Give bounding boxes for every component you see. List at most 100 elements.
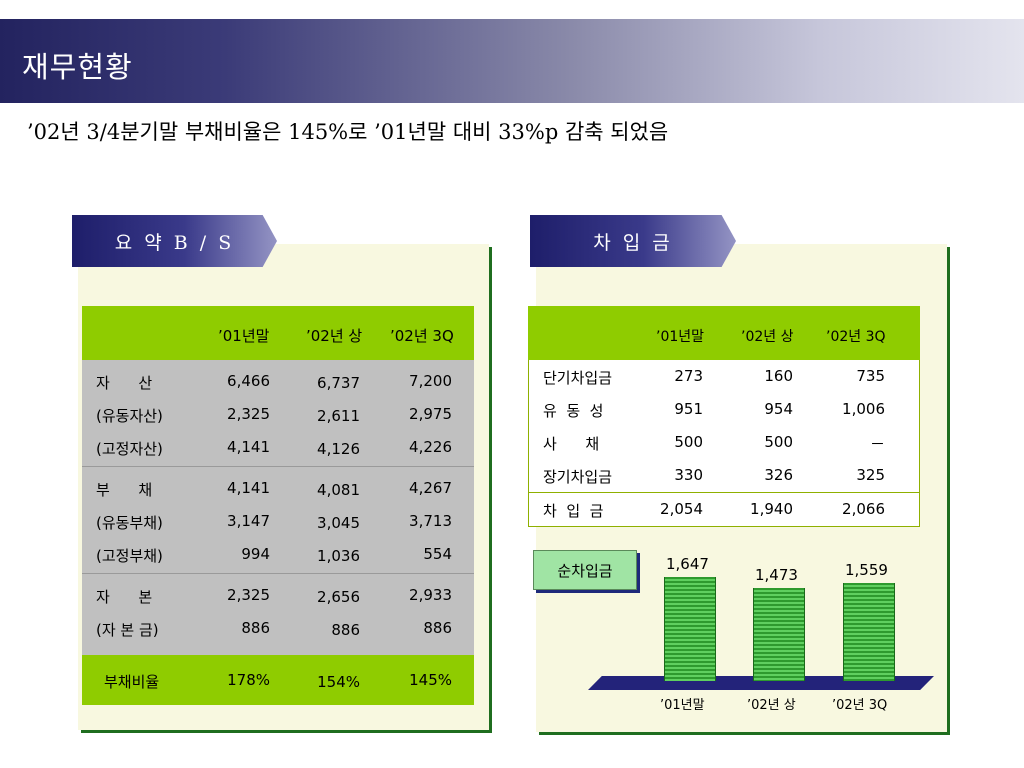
bar-value-label: 1,559	[845, 561, 888, 579]
bs-col-header: ’02년 3Q	[390, 327, 454, 345]
cell: 1,940	[750, 500, 793, 518]
borrowings-table-body: 단기차입금 273 160 735 유 동 성 951 954 1,006 사 …	[528, 360, 920, 527]
row-label: 장기차입금	[543, 468, 613, 486]
cell: 7,200	[409, 372, 452, 390]
category-label: ’02년 상	[747, 698, 796, 713]
bar	[843, 583, 895, 681]
table-row: 자 본 2,325 2,656 2,933	[82, 578, 474, 611]
cell: 2,066	[842, 500, 885, 518]
table-row: 자 산 6,466 6,737 7,200	[82, 364, 474, 397]
cell: 886	[241, 619, 270, 637]
row-label: (자 본 금)	[96, 621, 159, 639]
cell: 3,713	[409, 512, 452, 530]
cell: 2,975	[409, 405, 452, 423]
row-label: 자 본	[96, 588, 153, 606]
table-row: 사 채 500 500 －	[529, 426, 919, 459]
category-label: ’01년말	[660, 698, 705, 713]
bt-col-header: ’02년 3Q	[826, 329, 886, 345]
bt-col-header: ’02년 상	[741, 329, 794, 345]
cell: 178%	[227, 671, 270, 689]
cell: 886	[423, 619, 452, 637]
borrowings-tab-label: 차 입 금	[593, 231, 673, 254]
cell: 4,267	[409, 479, 452, 497]
bs-col-header: ’02년 상	[306, 327, 363, 345]
cell: 994	[241, 545, 270, 563]
borrowings-total-row: 차 입 금 2,054 1,940 2,066	[529, 492, 919, 526]
debt-ratio-row: 부채비율 178% 154% 145%	[82, 655, 474, 705]
row-label: (고정부채)	[96, 547, 163, 565]
cell: 500	[674, 433, 703, 451]
bs-table: ’01년말 ’02년 상 ’02년 3Q 자 산 6,466 6,737 7,2…	[82, 306, 474, 705]
cell: 951	[674, 400, 703, 418]
bs-group-equity: 자 본 2,325 2,656 2,933 (자 본 금) 886 886 88…	[82, 574, 474, 655]
cell: 4,141	[227, 479, 270, 497]
table-row: (고정자산) 4,141 4,126 4,226	[82, 430, 474, 463]
cell: 2,611	[317, 407, 360, 425]
cell: 735	[856, 367, 885, 385]
bar-value-label: 1,647	[666, 555, 709, 573]
borrowings-table-header: ’01년말 ’02년 상 ’02년 3Q	[528, 306, 920, 360]
row-label: 단기차입금	[543, 369, 613, 387]
cell: 154%	[317, 673, 360, 691]
cell: 2,656	[317, 588, 360, 606]
table-row: (자 본 금) 886 886 886	[82, 611, 474, 644]
cell: 160	[764, 367, 793, 385]
bs-table-header: ’01년말 ’02년 상 ’02년 3Q	[82, 306, 474, 360]
bs-group-assets: 자 산 6,466 6,737 7,200 (유동자산) 2,325 2,611…	[82, 360, 474, 467]
cell: 4,126	[317, 440, 360, 458]
bar	[664, 577, 716, 681]
cell: 554	[423, 545, 452, 563]
cell: 3,045	[317, 514, 360, 532]
table-row: 장기차입금 330 326 325	[529, 459, 919, 492]
bs-tab-label: 요 약 B / S	[114, 231, 235, 254]
row-label: 사 채	[543, 435, 600, 453]
cell: －	[869, 435, 885, 453]
page-title: 재무현황	[22, 50, 133, 84]
table-row: 유 동 성 951 954 1,006	[529, 393, 919, 426]
row-label: (유동부채)	[96, 514, 163, 532]
cell: 2,933	[409, 586, 452, 604]
row-label: 유 동 성	[543, 402, 604, 420]
table-row: (유동자산) 2,325 2,611 2,975	[82, 397, 474, 430]
cell: 2,325	[227, 405, 270, 423]
cell: 4,141	[227, 438, 270, 456]
cell: 2,054	[660, 500, 703, 518]
cell: 4,226	[409, 438, 452, 456]
cell: 273	[674, 367, 703, 385]
cell: 6,737	[317, 374, 360, 392]
cell: 954	[764, 400, 793, 418]
row-label: 부 채	[96, 481, 153, 499]
table-row: 부 채 4,141 4,081 4,267	[82, 471, 474, 504]
cell: 3,147	[227, 512, 270, 530]
cell: 145%	[409, 671, 452, 689]
table-row: (고정부채) 994 1,036 554	[82, 537, 474, 570]
table-row: 단기차입금 273 160 735	[529, 360, 919, 393]
debt-ratio-label: 부채비율	[104, 673, 160, 691]
cell: 325	[856, 466, 885, 484]
borrowings-table: ’01년말 ’02년 상 ’02년 3Q 단기차입금 273 160 735 유…	[528, 306, 920, 527]
net-borrowings-label: 순차입금	[533, 550, 637, 590]
page-subtitle: ’02년 3/4분기말 부채비율은 145%로 ’01년말 대비 33%p 감축…	[27, 120, 669, 144]
bar-value-label: 1,473	[755, 566, 798, 584]
cell: 330	[674, 466, 703, 484]
borrowings-tab: 차 입 금	[530, 215, 736, 267]
bs-tab: 요 약 B / S	[72, 215, 277, 267]
row-label: 자 산	[96, 374, 153, 392]
bs-col-header: ’01년말	[218, 327, 270, 345]
bar	[753, 588, 805, 681]
row-label: 차 입 금	[543, 502, 604, 520]
cell: 4,081	[317, 481, 360, 499]
cell: 886	[331, 621, 360, 639]
cell: 2,325	[227, 586, 270, 604]
cell: 326	[764, 466, 793, 484]
cell: 1,006	[842, 400, 885, 418]
row-label: (고정자산)	[96, 440, 163, 458]
cell: 6,466	[227, 372, 270, 390]
table-row: (유동부채) 3,147 3,045 3,713	[82, 504, 474, 537]
cell: 1,036	[317, 547, 360, 565]
category-label: ’02년 3Q	[832, 698, 888, 713]
title-bar	[0, 19, 1024, 103]
row-label: (유동자산)	[96, 407, 163, 425]
bt-col-header: ’01년말	[656, 329, 705, 345]
bs-group-liabilities: 부 채 4,141 4,081 4,267 (유동부채) 3,147 3,045…	[82, 467, 474, 574]
